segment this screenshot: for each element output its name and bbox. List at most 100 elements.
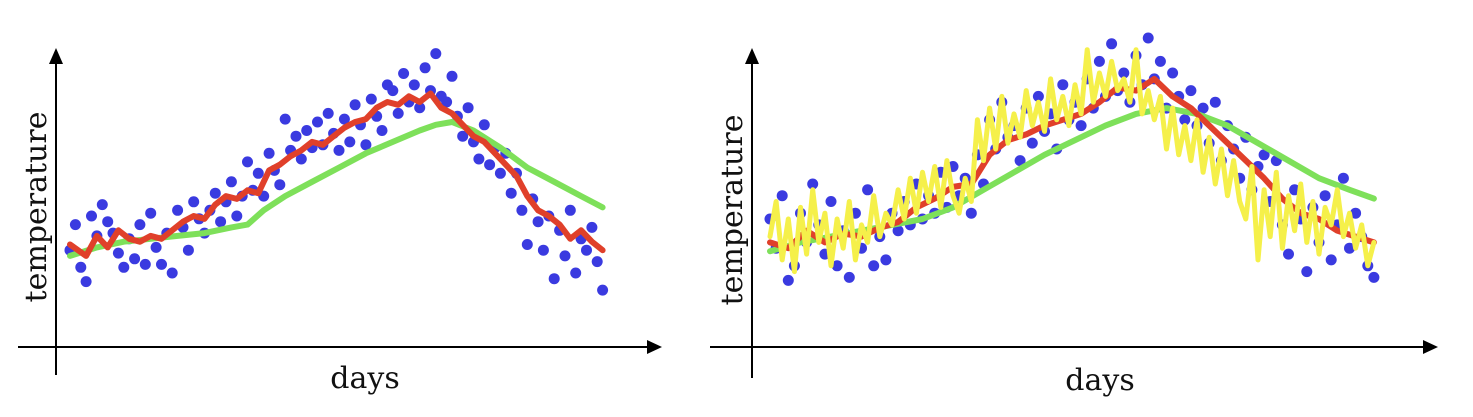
data-point <box>360 139 372 151</box>
data-point <box>586 221 598 233</box>
left-x-axis-arrow <box>647 340 662 354</box>
data-point <box>349 99 361 111</box>
data-point <box>96 199 108 211</box>
data-point <box>1325 254 1337 266</box>
data-point <box>129 253 141 265</box>
data-point <box>1154 55 1166 67</box>
data-point <box>225 176 237 188</box>
left-curves <box>67 90 606 259</box>
data-point <box>75 261 87 273</box>
data-point <box>441 96 453 108</box>
data-point <box>825 196 837 207</box>
data-point <box>188 196 200 208</box>
data-point <box>1014 155 1026 167</box>
data-point <box>69 219 81 231</box>
left-x-label: days <box>330 361 399 396</box>
data-point <box>776 190 788 202</box>
data-point <box>252 167 264 179</box>
data-point <box>1337 172 1349 184</box>
data-point <box>505 187 517 199</box>
data-point <box>215 216 227 228</box>
data-point <box>1167 67 1179 79</box>
data-point <box>387 85 399 97</box>
data-point <box>322 107 334 119</box>
data-point <box>312 116 323 128</box>
data-point <box>80 276 92 288</box>
data-point <box>521 239 533 250</box>
data-point <box>172 204 184 216</box>
data-point <box>242 156 253 168</box>
data-point <box>782 274 794 286</box>
data-point <box>478 119 490 131</box>
data-point <box>1258 149 1270 161</box>
data-point <box>473 153 485 165</box>
data-point <box>1057 79 1069 91</box>
data-point <box>581 244 592 256</box>
right-curves <box>767 47 1377 275</box>
data-point <box>301 125 313 136</box>
data-point <box>419 62 431 74</box>
data-point <box>86 210 97 222</box>
data-point <box>1283 248 1294 260</box>
data-point <box>295 153 307 165</box>
data-point <box>462 102 474 114</box>
left-chart: days temperature <box>18 48 662 396</box>
right-x-label: days <box>1065 363 1134 398</box>
data-point <box>279 113 291 125</box>
data-point <box>231 210 243 222</box>
data-point <box>862 184 874 196</box>
data-point <box>1142 32 1154 44</box>
data-point <box>398 68 410 79</box>
data-point <box>516 204 528 216</box>
data-point <box>1197 102 1209 114</box>
data-point <box>570 267 582 279</box>
data-point <box>494 167 506 179</box>
data-point <box>156 258 167 270</box>
data-point <box>1209 96 1221 108</box>
data-point <box>118 261 130 273</box>
data-point <box>1032 90 1044 102</box>
data-point <box>532 216 544 228</box>
data-point <box>365 93 377 105</box>
data-point <box>290 130 302 142</box>
data-point <box>807 178 819 190</box>
right-x-axis-arrow <box>1423 340 1438 354</box>
data-point <box>1301 266 1313 278</box>
data-point <box>150 241 162 253</box>
data-point <box>868 260 880 272</box>
right-chart: days temperature <box>710 32 1438 398</box>
data-point <box>145 207 157 219</box>
data-point <box>843 271 855 283</box>
data-point <box>1106 38 1118 50</box>
data-point <box>548 273 560 285</box>
red-curve <box>67 90 606 259</box>
data-point <box>1026 137 1038 149</box>
data-point <box>1350 207 1362 219</box>
data-point <box>408 79 420 91</box>
data-point <box>559 250 571 262</box>
data-point <box>338 113 350 125</box>
data-point <box>430 48 442 60</box>
data-point <box>414 102 426 114</box>
left-y-axis-arrow <box>49 48 63 64</box>
yellow-curve <box>767 47 1377 275</box>
data-point <box>166 267 178 279</box>
data-point <box>134 219 146 231</box>
data-point <box>965 207 977 219</box>
data-point <box>209 187 221 199</box>
data-point <box>376 125 388 136</box>
data-point <box>182 244 194 256</box>
data-point <box>591 256 603 268</box>
data-point <box>831 260 843 272</box>
data-point <box>1185 85 1197 97</box>
data-point <box>537 244 549 256</box>
data-point <box>457 130 469 142</box>
data-point <box>597 284 609 296</box>
data-point <box>344 136 356 148</box>
data-point <box>1344 242 1355 254</box>
data-point <box>1093 55 1105 67</box>
data-point <box>392 107 404 119</box>
data-point <box>1179 114 1191 126</box>
data-point <box>1118 67 1130 79</box>
